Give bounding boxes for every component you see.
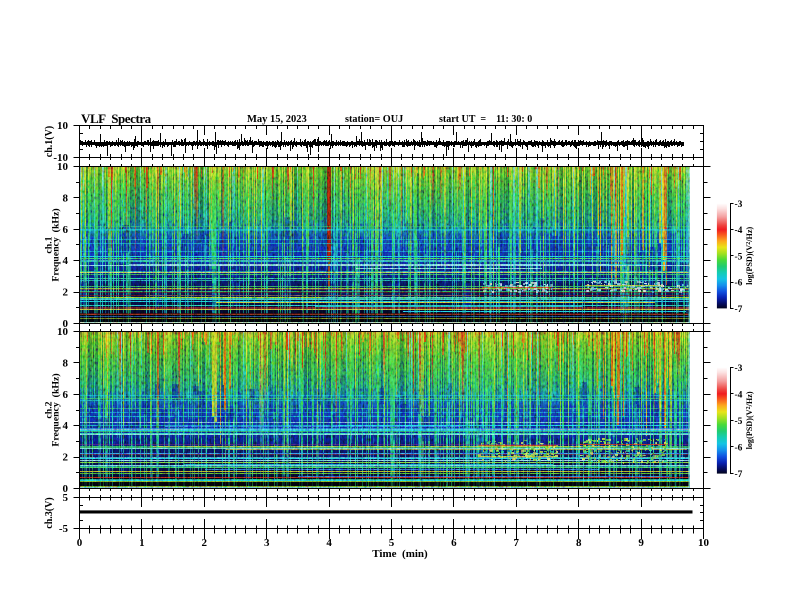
svg-text:-5: -5 [735,252,743,262]
svg-text:10: 10 [57,120,69,132]
svg-text:6: 6 [63,389,69,401]
svg-text:ch.1(V): ch.1(V) [44,126,55,157]
svg-text:8: 8 [576,537,582,549]
svg-text:ch.1: ch.1 [44,236,55,253]
svg-text:2: 2 [63,287,69,299]
svg-text:0: 0 [63,483,69,495]
svg-text:log(PSD)(V2/Hz): log(PSD)(V2/Hz) [745,391,754,449]
svg-text:ch.3(V): ch.3(V) [44,497,55,528]
svg-text:VLF Spectra: VLF Spectra [81,111,152,126]
svg-text:-6: -6 [735,279,743,289]
svg-text:6: 6 [451,537,457,549]
svg-text:10: 10 [57,326,69,338]
svg-text:start UT = 11: 30: 0: start UT = 11: 30: 0 [439,114,532,125]
svg-text:0: 0 [63,318,69,330]
svg-text:Frequency (kHz): Frequency (kHz) [51,208,62,281]
svg-text:-7: -7 [735,305,743,315]
svg-text:Time (min): Time (min) [372,548,428,560]
svg-text:1: 1 [139,537,145,549]
svg-text:Frequency (kHz): Frequency (kHz) [51,373,62,446]
svg-text:-5: -5 [735,417,743,427]
svg-text:-6: -6 [735,444,743,454]
svg-text:2: 2 [63,452,69,464]
svg-text:-4: -4 [735,390,743,400]
svg-text:3: 3 [264,537,270,549]
svg-text:-5: -5 [59,523,69,535]
svg-text:4: 4 [326,537,332,549]
svg-text:2: 2 [202,537,208,549]
svg-text:-4: -4 [735,226,743,236]
svg-text:-10: -10 [53,152,68,164]
svg-text:9: 9 [638,537,644,549]
svg-text:10: 10 [698,537,710,549]
svg-text:5: 5 [63,492,69,504]
svg-text:-3: -3 [735,200,743,210]
svg-text:6: 6 [63,224,69,236]
svg-text:0: 0 [77,537,83,549]
svg-text:8: 8 [63,192,69,204]
svg-text:7: 7 [514,537,520,549]
svg-text:10: 10 [57,161,69,173]
svg-text:station= OUJ: station= OUJ [345,114,403,125]
svg-text:-7: -7 [735,470,743,480]
svg-text:-3: -3 [735,364,743,374]
svg-text:5: 5 [389,537,395,549]
svg-text:May 15, 2023: May 15, 2023 [247,114,307,125]
svg-text:log(PSD)(V2/Hz): log(PSD)(V2/Hz) [745,227,754,285]
svg-text:ch.2: ch.2 [44,401,55,418]
svg-text:8: 8 [63,357,69,369]
svg-text:4: 4 [63,420,69,432]
svg-text:4: 4 [63,255,69,267]
